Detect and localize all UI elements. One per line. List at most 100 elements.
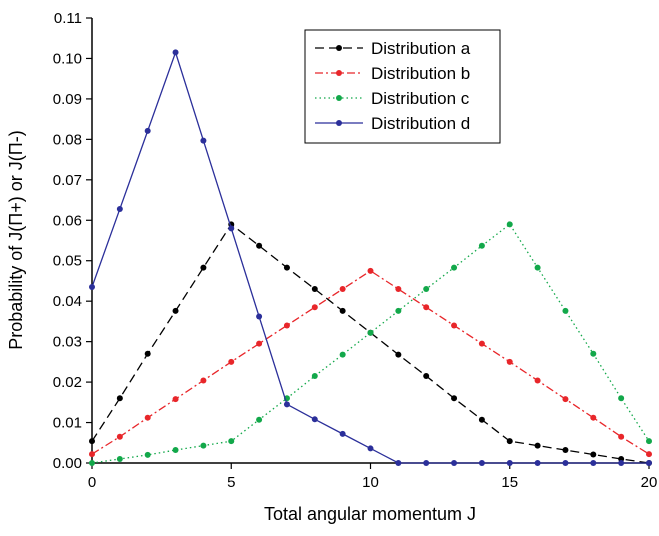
y-tick-label: 0.04 — [53, 293, 82, 310]
x-tick-label: 20 — [641, 474, 658, 491]
data-point — [423, 460, 430, 466]
data-point — [116, 205, 123, 212]
data-point — [256, 242, 263, 249]
data-point — [144, 350, 151, 357]
series-line — [91, 223, 650, 464]
data-point — [451, 264, 458, 271]
data-point — [618, 395, 625, 402]
series-line — [91, 270, 650, 455]
y-tick-label: 0.00 — [53, 455, 82, 472]
y-tick-label: 0.02 — [53, 374, 82, 391]
data-point — [395, 460, 402, 466]
data-point — [339, 286, 346, 293]
data-point — [367, 329, 374, 336]
data-point — [116, 433, 123, 440]
data-point — [339, 307, 346, 314]
data-point — [478, 242, 485, 249]
data-point — [89, 284, 95, 291]
data-point — [200, 377, 207, 384]
data-point — [423, 373, 430, 380]
data-point — [339, 430, 346, 437]
data-point — [144, 451, 151, 458]
data-point — [311, 286, 318, 293]
y-tick-label: 0.05 — [53, 253, 82, 270]
data-point — [562, 307, 569, 314]
data-point — [256, 416, 263, 423]
y-tick-label: 0.11 — [54, 10, 82, 27]
data-point — [172, 307, 179, 314]
x-tick-label: 0 — [88, 474, 96, 491]
data-point — [144, 127, 151, 134]
data-point — [116, 455, 123, 462]
legend-label: Distribution b — [371, 64, 470, 83]
x-tick-label: 10 — [362, 474, 379, 491]
data-point — [144, 414, 151, 421]
y-tick-label: 0.10 — [53, 50, 82, 67]
data-point — [478, 460, 485, 466]
data-point — [89, 451, 95, 458]
data-point — [534, 442, 541, 449]
legend-marker — [336, 45, 342, 51]
data-point — [200, 442, 207, 449]
data-point — [478, 416, 485, 423]
data-point — [618, 460, 625, 466]
data-point — [506, 460, 513, 466]
x-axis-title: Total angular momentum J — [264, 504, 476, 524]
data-point — [534, 264, 541, 271]
data-point — [423, 286, 430, 293]
data-point — [228, 438, 235, 445]
data-point — [451, 460, 458, 466]
data-point — [311, 416, 318, 423]
y-tick-label: 0.03 — [53, 334, 82, 351]
data-point — [590, 451, 597, 458]
data-point — [89, 438, 95, 445]
data-point — [506, 358, 513, 365]
data-point — [534, 377, 541, 384]
data-point — [562, 396, 569, 403]
data-point — [590, 414, 597, 421]
data-point — [646, 460, 652, 466]
data-point — [172, 49, 179, 56]
data-point — [200, 137, 207, 144]
y-tick-label: 0.06 — [53, 212, 82, 229]
data-point — [311, 373, 318, 380]
data-point — [423, 304, 430, 311]
data-point — [618, 433, 625, 440]
data-point — [562, 460, 569, 466]
legend-marker — [336, 120, 342, 126]
legend-label: Distribution d — [371, 114, 470, 133]
data-point — [116, 395, 123, 402]
data-point — [311, 304, 318, 311]
data-point — [451, 395, 458, 402]
y-tick-label: 0.09 — [53, 91, 82, 108]
data-point — [172, 447, 179, 454]
data-point — [339, 351, 346, 358]
y-tick-label: 0.01 — [53, 415, 82, 432]
data-point — [228, 225, 235, 232]
x-tick-label: 5 — [227, 474, 235, 491]
data-point — [646, 451, 652, 458]
data-point — [172, 396, 179, 403]
data-point — [478, 340, 485, 347]
data-point — [451, 322, 458, 329]
data-point — [562, 447, 569, 454]
data-point — [646, 438, 652, 445]
legend-marker — [336, 70, 342, 76]
y-tick-label: 0.08 — [53, 131, 82, 148]
data-point — [367, 267, 374, 274]
data-point — [283, 264, 290, 271]
data-point — [256, 313, 263, 320]
data-point — [506, 438, 513, 445]
data-point — [590, 460, 597, 466]
legend-label: Distribution a — [371, 39, 471, 58]
data-point — [200, 264, 207, 271]
data-point — [395, 307, 402, 314]
x-tick-label: 15 — [501, 474, 518, 491]
y-tick-label: 0.07 — [53, 172, 82, 189]
data-point — [590, 350, 597, 357]
data-point — [534, 460, 541, 466]
data-point — [367, 445, 374, 452]
data-point — [283, 401, 290, 408]
y-axis-title: Probability of J(Π+) or J(Π-) — [6, 130, 26, 350]
